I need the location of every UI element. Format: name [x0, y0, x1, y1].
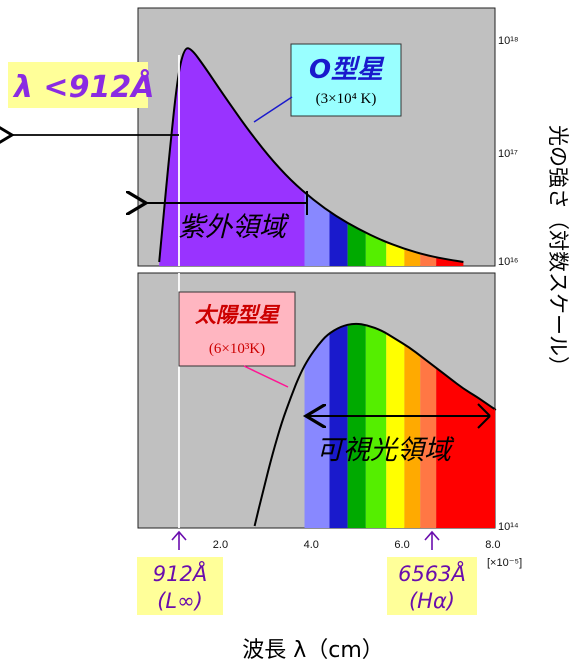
color-band-1 — [329, 323, 348, 528]
marker-912-line1: 912Å — [153, 560, 207, 586]
marker-6563-arrowhead — [424, 530, 440, 541]
color-band-6 — [420, 323, 437, 528]
y-tick-1e17: 10¹⁷ — [498, 148, 518, 160]
sun-star-box — [178, 291, 296, 367]
marker-6563-line2: (Hα) — [409, 589, 455, 613]
sun-star-temp: (6×10³K) — [209, 341, 265, 357]
x-axis-label: 波長 λ（cm） — [242, 638, 384, 663]
y-tick-1e16: 10¹⁶ — [498, 256, 518, 268]
color-band-3 — [365, 323, 387, 528]
x-ticks: 2.0 4.0 6.0 8.0 — [213, 539, 501, 551]
visible-arrow-right2 — [477, 415, 491, 429]
marker-912-line2: (L∞) — [157, 589, 203, 613]
x-tick-label: 4.0 — [304, 539, 319, 551]
color-band-5 — [404, 323, 421, 528]
x-tick-label: 6.0 — [394, 539, 409, 551]
marker-912-arrowhead — [171, 530, 187, 541]
y-tick-1e18: 10¹⁸ — [498, 35, 519, 47]
lambda-label-box — [8, 62, 148, 108]
sun-star-pointer — [243, 365, 289, 388]
o-star-pointer — [253, 96, 293, 123]
uv-region-label: 紫外領域 — [178, 212, 290, 243]
marker-6563-line1: 6563Å — [398, 560, 466, 586]
color-band-4 — [386, 323, 405, 528]
marker-6563-box — [387, 557, 477, 615]
o-star-curve — [158, 47, 464, 263]
visible-arrow-right — [477, 403, 491, 417]
o-star-title: O型星 — [309, 55, 385, 85]
o-star-box — [290, 43, 402, 117]
y-tick-1e14: 10¹⁴ — [498, 521, 519, 533]
sun-star-title: 太陽型星 — [194, 303, 281, 327]
y-axis-label: 光の強さ（対数スケール） — [546, 125, 570, 377]
o-star-temp: (3×10⁴ K) — [316, 91, 377, 107]
x-tick-label: 8.0 — [485, 539, 500, 551]
x-multiplier: [×10⁻⁵] — [487, 557, 522, 569]
visible-region-label: 可視光領域 — [316, 435, 455, 466]
color-band-2 — [347, 323, 366, 528]
x-tick-label: 2.0 — [213, 539, 228, 551]
lambda-label: λ <912Å — [12, 68, 154, 105]
marker-912-box — [137, 557, 223, 615]
sun-star-curve — [253, 322, 497, 527]
